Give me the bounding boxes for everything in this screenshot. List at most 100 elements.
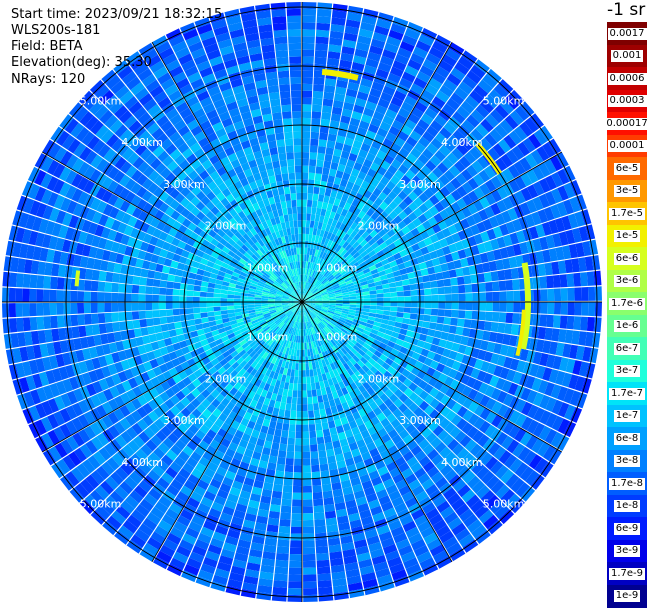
ray-gate <box>269 456 278 464</box>
ray-gate <box>180 309 187 315</box>
ray-gate <box>293 138 301 145</box>
ray-gate <box>317 395 323 403</box>
ray-gate <box>36 303 43 316</box>
ray-gate <box>275 174 282 182</box>
ray-gate <box>315 533 327 541</box>
ray-gate <box>281 430 288 438</box>
ray-gate <box>207 312 214 317</box>
ray-gate <box>234 299 241 302</box>
ray-gate <box>567 316 575 330</box>
ray-gate <box>43 276 51 289</box>
ray-gate <box>292 513 303 520</box>
ray-gate <box>207 292 214 297</box>
ray-gate <box>315 417 322 425</box>
ray-gate <box>276 464 285 472</box>
ray-gate <box>234 295 241 299</box>
ray-gate <box>160 280 168 288</box>
ray-gate <box>292 118 301 125</box>
ray-gate <box>288 29 301 36</box>
ray-gate <box>302 186 308 193</box>
ray-gate <box>293 132 301 139</box>
ray-gate <box>291 534 303 541</box>
ray-gate <box>302 397 307 404</box>
ray-gate <box>279 153 287 161</box>
ray-gate <box>421 328 429 336</box>
ray-gate <box>307 397 312 404</box>
ray-gate <box>293 472 302 479</box>
ray-gate <box>587 317 595 332</box>
ray-gate <box>302 104 312 111</box>
ray-gate <box>279 77 290 85</box>
ray-gate <box>291 200 296 207</box>
ray-gate <box>290 376 295 383</box>
ray-gate <box>270 504 281 512</box>
ray-gate <box>316 166 323 174</box>
ray-gate <box>159 288 166 295</box>
ray-gate <box>295 431 302 438</box>
ray-gate <box>278 450 286 458</box>
ray-gate <box>30 275 38 289</box>
ray-gate <box>438 309 445 316</box>
ray-gate <box>227 306 234 310</box>
ray-gate <box>139 311 146 319</box>
ray-gate <box>277 181 284 189</box>
ray-gate <box>478 311 485 320</box>
ray-gate <box>282 492 292 500</box>
ray-gate <box>418 302 425 308</box>
ray-gate <box>317 16 331 24</box>
ray-gate <box>315 423 322 431</box>
ray-gate <box>182 271 190 278</box>
ray-gate <box>307 383 312 390</box>
ray-gate <box>310 438 317 445</box>
ray-gate <box>91 292 98 302</box>
ray-gate <box>324 401 331 409</box>
ray-gate <box>193 291 200 297</box>
ray-gate <box>99 271 107 282</box>
ray-gate <box>220 298 227 302</box>
ray-gate <box>213 298 220 302</box>
ray-gate <box>285 403 291 410</box>
ray-gate <box>302 50 314 57</box>
ray-gate <box>292 397 297 404</box>
ray-gate <box>275 560 288 568</box>
ray-gate <box>98 292 105 302</box>
ray-gate <box>287 207 292 214</box>
ray-gate <box>303 513 314 520</box>
ray-gate <box>43 303 50 316</box>
ray-gate <box>153 279 161 287</box>
ray-gate <box>302 227 306 234</box>
ray-gate <box>283 118 292 126</box>
ray-gate <box>286 145 294 152</box>
ray-gate <box>445 302 452 309</box>
ray-gate <box>288 581 302 588</box>
ray-gate <box>289 424 296 431</box>
ray-gate <box>279 526 291 534</box>
ray-gate <box>319 594 334 602</box>
ray-gate <box>493 302 500 312</box>
ray-gate <box>294 452 302 459</box>
ray-gate <box>317 437 325 445</box>
ray-gate <box>300 254 302 261</box>
ray-gate <box>282 173 289 181</box>
ray-gate <box>314 410 320 418</box>
ray-gate <box>311 118 320 125</box>
ray-gate <box>290 411 296 418</box>
ray-gate <box>200 286 207 292</box>
ray-gate <box>299 241 302 248</box>
ray-gate <box>227 309 234 313</box>
ray-gate <box>316 430 323 438</box>
ray-gate <box>279 84 290 92</box>
ray-gate <box>152 310 159 318</box>
ray-gate <box>146 318 154 326</box>
ray-gate <box>269 511 280 519</box>
ray-gate <box>310 451 318 458</box>
ray-gate <box>289 574 303 581</box>
ray-gate <box>275 133 284 141</box>
ray-gate <box>234 302 241 305</box>
ray-gate <box>302 370 306 377</box>
ray-gate <box>323 161 331 169</box>
ray-gate <box>302 152 309 159</box>
ray-gate <box>2 272 10 287</box>
ray-gate <box>112 322 120 332</box>
ray-gate <box>276 57 288 65</box>
